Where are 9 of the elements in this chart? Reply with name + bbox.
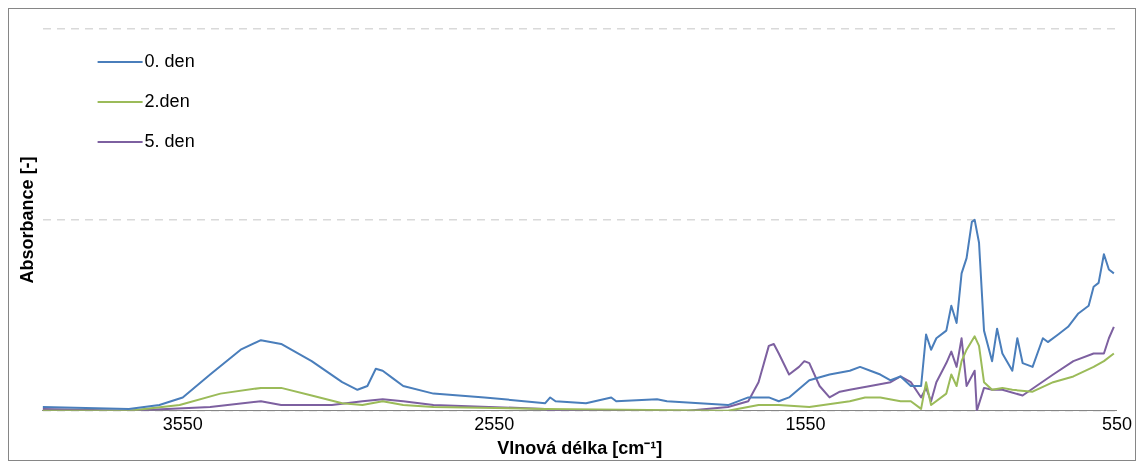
legend-label: 0. den <box>144 50 195 71</box>
legend-label: 2.den <box>144 90 190 111</box>
x-tick-label: 550 <box>1101 413 1133 434</box>
x-tick-label: 2550 <box>474 413 515 434</box>
x-tick-label: 1550 <box>785 413 826 434</box>
legend-label: 5. den <box>144 130 195 151</box>
x-tick-label: 3550 <box>162 413 203 434</box>
x-axis-title: Vlnová délka [cm⁻¹] <box>497 438 663 459</box>
y-axis-title: Absorbance [-] <box>16 156 37 284</box>
